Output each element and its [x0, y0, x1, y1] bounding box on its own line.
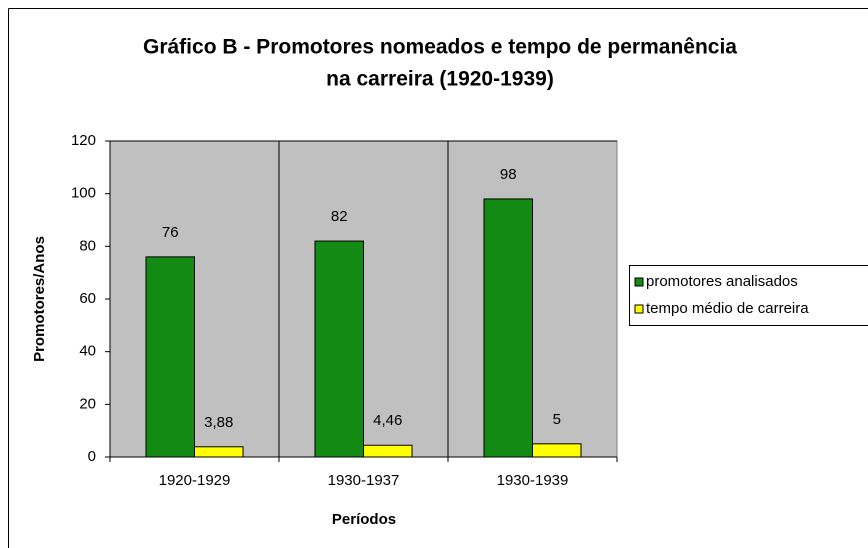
y-tick-label: 40	[79, 343, 96, 360]
x-tick-label: 1930-1937	[328, 472, 400, 489]
y-tick-label: 120	[71, 132, 96, 149]
data-label: 82	[331, 208, 348, 225]
data-label: 76	[162, 224, 179, 241]
x-axis-title: Períodos	[332, 511, 396, 528]
bar	[145, 256, 195, 458]
legend-swatch	[634, 277, 644, 287]
x-tick-label: 1930-1939	[497, 472, 569, 489]
bar	[363, 444, 413, 458]
y-axis-title: Promotores/Anos	[31, 236, 48, 362]
legend-label: tempo médio de carreira	[646, 300, 809, 317]
legend-box	[629, 265, 868, 326]
bar	[194, 446, 244, 458]
y-tick-label: 60	[79, 290, 96, 307]
legend-swatch	[634, 304, 644, 314]
data-label: 5	[553, 411, 561, 428]
y-tick-label: 0	[88, 448, 96, 465]
bar	[532, 443, 582, 458]
x-tick-label: 1920-1929	[159, 472, 231, 489]
y-tick-label: 100	[71, 185, 96, 202]
bar	[314, 240, 364, 458]
y-tick-label: 80	[79, 237, 96, 254]
chart-title: Gráfico B - Promotores nomeados e tempo …	[143, 36, 737, 59]
bar	[483, 198, 533, 458]
data-label: 4,46	[373, 412, 402, 429]
legend-label: promotores analisados	[646, 273, 798, 290]
data-label: 3,88	[204, 414, 233, 431]
y-tick-label: 20	[79, 395, 96, 412]
data-label: 98	[500, 166, 517, 183]
chart-title: na carreira (1920-1939)	[326, 68, 554, 91]
